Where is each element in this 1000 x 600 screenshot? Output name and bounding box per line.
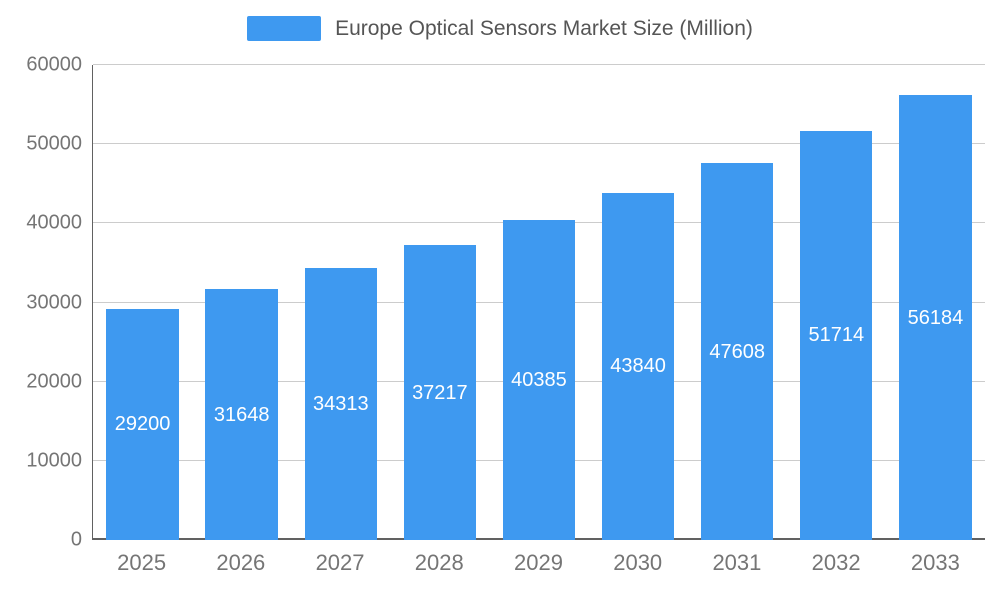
bar-value-label: 51714 bbox=[808, 324, 865, 347]
bar-slot: 43840 bbox=[589, 65, 688, 540]
bar-value-label: 43840 bbox=[610, 355, 666, 378]
bar-slot: 56184 bbox=[886, 65, 985, 540]
bar-2029: 40385 bbox=[502, 220, 576, 540]
y-axis-labels: 0 10000 20000 30000 40000 50000 60000 bbox=[0, 54, 82, 551]
gridline bbox=[93, 143, 985, 145]
plot-area: 29200 31648 34313 37217 40385 43840 47608 51714… bbox=[92, 64, 985, 540]
chart-title: Europe Optical Sensors Market Size (Mill… bbox=[335, 16, 753, 40]
y-axis-tick-label: 20000 bbox=[26, 370, 82, 393]
x-axis-tick-label: 2032 bbox=[811, 550, 861, 575]
y-axis-tick-label: 50000 bbox=[26, 132, 82, 155]
x-axis-tick-label: 2029 bbox=[514, 550, 563, 575]
bar-2032: 51714 bbox=[800, 130, 873, 540]
x-axis-tick-label: 2033 bbox=[910, 550, 960, 575]
x-axis-tick-label: 2027 bbox=[315, 550, 365, 575]
y-axis-tick-label: 40000 bbox=[26, 211, 82, 234]
bar-value-label: 56184 bbox=[907, 306, 964, 329]
bar-slot: 37217 bbox=[390, 65, 489, 540]
bar-slot: 29200 bbox=[93, 65, 192, 540]
x-axis-tick-label: 2030 bbox=[613, 550, 663, 575]
bar-value-label: 37217 bbox=[412, 381, 468, 404]
x-axis-tick-label: 2026 bbox=[216, 550, 266, 575]
x-axis-tick-label: 2028 bbox=[414, 550, 464, 575]
y-axis-tick-label: 30000 bbox=[26, 291, 82, 313]
bar-value-label: 29200 bbox=[114, 413, 171, 436]
x-axis-tick-label: 2025 bbox=[117, 550, 167, 575]
x-axis-labels: 2025 2026 2027 2028 2029 2030 2031 2032 2033 bbox=[92, 550, 985, 576]
bar-2031: 47608 bbox=[701, 163, 774, 540]
y-axis-tick-label: 60000 bbox=[26, 53, 82, 76]
bar-2027: 34313 bbox=[304, 268, 377, 540]
bar-slot: 47608 bbox=[688, 65, 787, 540]
bar-slot: 40385 bbox=[489, 65, 588, 540]
bar-2033: 56184 bbox=[899, 95, 972, 540]
legend: Europe Optical Sensors Market Size (Mill… bbox=[0, 16, 1000, 41]
bar-value-label: 31648 bbox=[213, 403, 270, 426]
legend-swatch bbox=[247, 16, 322, 41]
bar-2030: 43840 bbox=[601, 192, 675, 540]
bar-value-label: 47608 bbox=[709, 340, 766, 363]
bars-row: 29200 31648 34313 37217 40385 43840 47608 51714… bbox=[93, 65, 985, 540]
gridline bbox=[93, 64, 985, 65]
bar-slot: 34313 bbox=[291, 65, 390, 540]
y-axis-tick-label: 10000 bbox=[26, 449, 82, 472]
bar-2025: 29200 bbox=[106, 308, 179, 540]
bar-slot: 31648 bbox=[192, 65, 291, 540]
y-axis-tick-label: 0 bbox=[70, 528, 82, 551]
bar-value-label: 40385 bbox=[511, 369, 567, 392]
bar-2026: 31648 bbox=[205, 289, 278, 540]
bar-value-label: 34313 bbox=[312, 393, 369, 416]
bar-2028: 37217 bbox=[403, 245, 477, 540]
bar-slot: 51714 bbox=[787, 65, 886, 540]
x-axis-tick-label: 2031 bbox=[712, 550, 762, 575]
